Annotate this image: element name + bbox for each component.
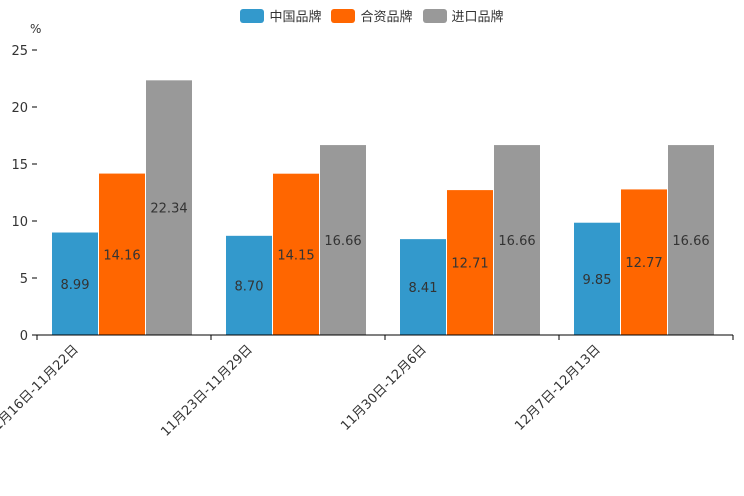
legend-item-import[interactable]: 进口品牌 (422, 6, 504, 25)
value-label-0-2: 8.41 (409, 281, 438, 296)
legend-item-china[interactable]: 中国品牌 (240, 6, 321, 25)
bar-1-0 (99, 173, 145, 335)
legend-swatch-import (422, 8, 447, 23)
bar-0-0 (52, 232, 98, 335)
value-label-1-2: 12.71 (451, 257, 488, 272)
x-category-label-0: 11月16日-11月22日 (0, 342, 82, 439)
bar-0-3 (574, 222, 620, 335)
value-label-2-0: 22.34 (150, 202, 187, 217)
bar-1-3 (621, 189, 667, 335)
x-category-label-2: 11月30日-12月6日 (338, 342, 430, 434)
value-label-0-0: 8.99 (61, 278, 90, 293)
legend-item-joint[interactable]: 合资品牌 (331, 6, 413, 25)
x-category-label-3: 12月7日-12月13日 (512, 342, 604, 434)
y-tick-label-0: 0 (20, 329, 28, 344)
y-tick-label-3: 15 (11, 158, 28, 173)
y-tick-label-2: 10 (11, 215, 28, 230)
value-label-2-3: 16.66 (672, 234, 709, 249)
y-tick-label-5: 25 (11, 44, 28, 59)
bar-2-0 (146, 80, 192, 335)
value-label-1-3: 12.77 (625, 256, 662, 271)
bar-0-1 (226, 235, 272, 335)
y-tick-label-1: 5 (20, 272, 28, 287)
value-label-1-1: 14.15 (277, 248, 314, 263)
bar-0-2 (400, 239, 446, 335)
legend: 中国品牌 合资品牌 进口品牌 (0, 6, 744, 25)
value-label-2-2: 16.66 (498, 234, 535, 249)
bar-2-3 (668, 145, 714, 335)
legend-swatch-joint (331, 8, 356, 23)
legend-label-import: 进口品牌 (451, 10, 504, 25)
bar-2-2 (494, 145, 540, 335)
x-category-label-1: 11月23日-11月29日 (158, 342, 255, 439)
legend-swatch-china (240, 8, 265, 23)
value-label-0-1: 8.70 (235, 279, 264, 294)
value-label-1-0: 14.16 (103, 248, 140, 263)
bar-1-1 (273, 173, 319, 335)
legend-label-joint: 合资品牌 (360, 10, 413, 25)
y-tick-label-4: 20 (11, 101, 28, 116)
bar-2-1 (320, 145, 366, 335)
value-label-0-3: 9.85 (583, 273, 612, 288)
value-label-2-1: 16.66 (324, 234, 361, 249)
y-unit-label: % (30, 22, 42, 36)
legend-label-china: 中国品牌 (269, 10, 322, 25)
bar-1-2 (447, 190, 493, 335)
